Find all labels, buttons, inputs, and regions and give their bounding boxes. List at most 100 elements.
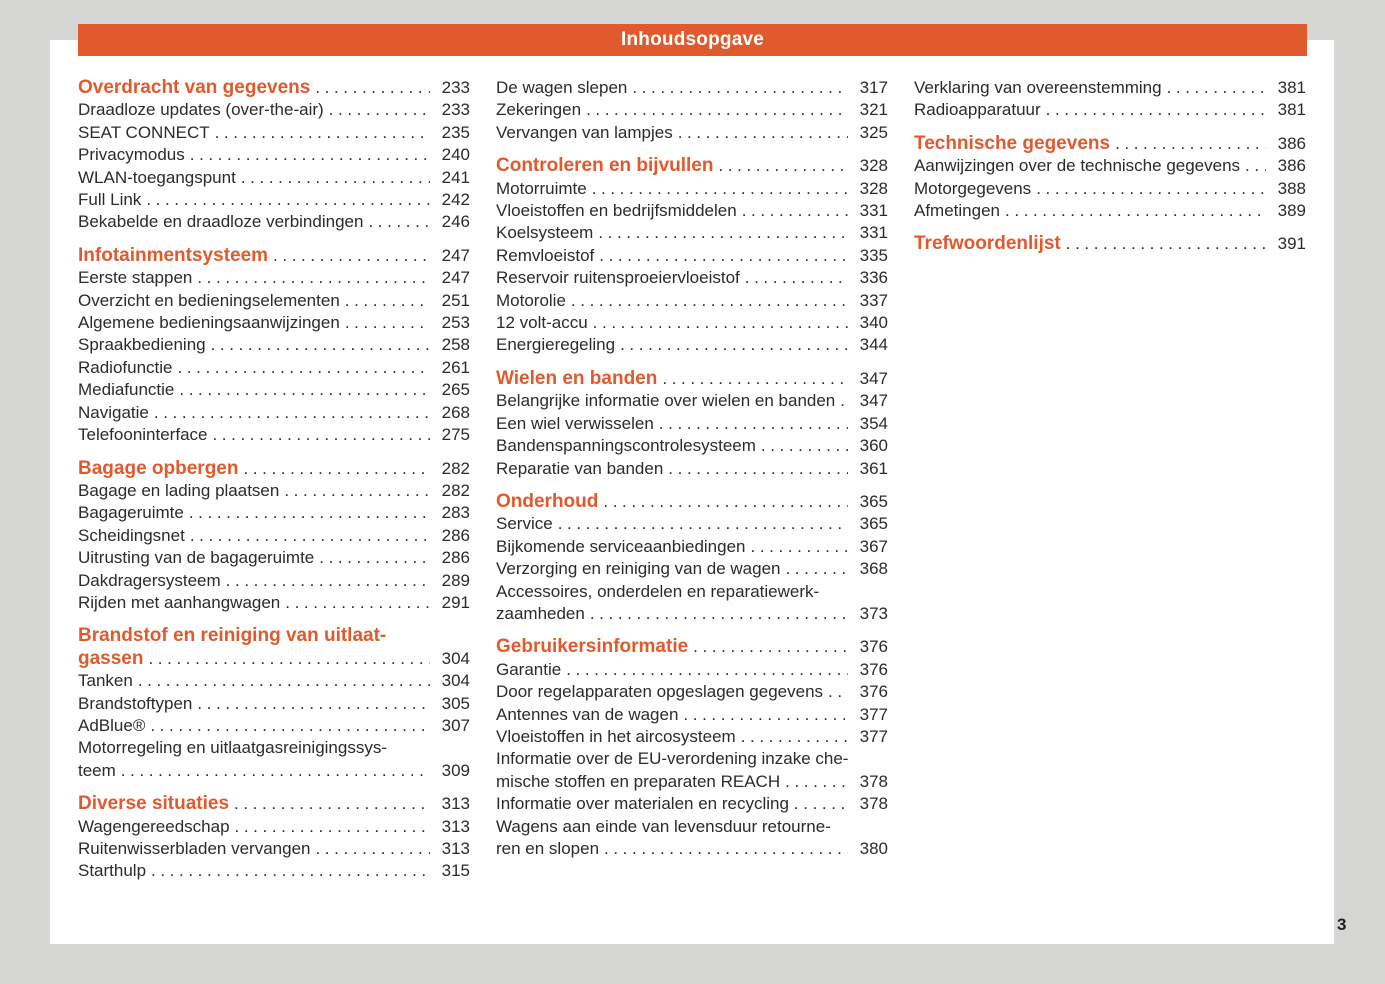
toc-row: Informatie over materialen en recycling 3…: [496, 793, 888, 815]
page-ref: 335: [859, 245, 888, 265]
toc-row: Een wiel verwisselen 354: [496, 413, 888, 435]
entry-title: Antennes van de wagen: [496, 704, 679, 724]
page-ref: 247: [441, 245, 470, 265]
toc-section: Controleren en bijvullen 328 Motorruimte 32…: [496, 155, 888, 357]
page-ref: 304: [441, 648, 470, 668]
dot-leader: [229, 793, 430, 815]
toc-row: teem 309: [78, 760, 470, 782]
toc-row: Overzicht en bedieningselementen 251: [78, 290, 470, 312]
toc-column-2: De wagen slepen317Zekeringen321Vervangen…: [496, 77, 888, 894]
section-title: Technische gegevens: [914, 132, 1111, 154]
entry-title: Afmetingen: [914, 201, 1000, 221]
dot-leader: [133, 670, 430, 692]
dot-leader: [587, 178, 848, 200]
page-ref: 242: [441, 190, 470, 210]
toc-entry: Informatie over de EU-verordening inzake…: [496, 748, 888, 793]
toc-row: Starthulp 315: [78, 860, 470, 882]
dot-leader: [599, 838, 848, 860]
toc-row: Motorruimte 328: [496, 178, 888, 200]
dot-leader: [581, 99, 848, 121]
toc-row: Privacymodus 240: [78, 144, 470, 166]
page-ref: 376: [859, 682, 888, 702]
page-ref: 354: [859, 413, 888, 433]
toc-heading: Trefwoordenlijst 391: [914, 233, 1306, 255]
toc-entry: Bagageruimte 283: [78, 502, 470, 524]
toc-entry: Reparatie van banden 361: [496, 458, 888, 480]
entry-title: Uitrusting van de bagageruimte: [78, 548, 315, 568]
dot-leader: [673, 122, 848, 144]
toc-row: Infotainmentsysteem 247: [78, 245, 470, 267]
toc-entry: Radioapparatuur 381: [914, 99, 1306, 121]
toc-entry: De wagen slepen 317: [496, 77, 888, 99]
toc-entry: Verklaring van overeenstemming 381: [914, 77, 1306, 99]
entry-title: SEAT CONNECT: [78, 122, 210, 142]
entry-title: Wagens aan einde van levensduur retourne…: [496, 816, 831, 836]
dot-leader: [340, 290, 430, 312]
toc-row: Brandstoftypen 305: [78, 693, 470, 715]
toc-row: gassen 304: [78, 648, 470, 670]
dot-leader: [185, 144, 430, 166]
entry-title: Telefooninterface: [78, 425, 208, 445]
page-ref: 289: [441, 570, 470, 590]
toc-row: AdBlue® 307: [78, 715, 470, 737]
page-ref: 361: [859, 458, 888, 478]
toc-row: Wagens aan einde van levensduur retourne…: [496, 816, 888, 838]
toc-row: Wielen en banden 347: [496, 368, 888, 390]
page-ref: 315: [441, 861, 470, 881]
page-title: Inhoudsopgave: [621, 29, 764, 50]
toc-entry: Vloeistoffen in het aircosysteem 377: [496, 726, 888, 748]
toc-row: 12 volt-accu 340: [496, 312, 888, 334]
toc-entry: Door regelapparaten opgeslagen gegevens 3…: [496, 681, 888, 703]
page-ref: 378: [859, 771, 888, 791]
entry-title: mische stoffen en preparaten REACH: [496, 771, 781, 791]
dot-leader: [1000, 200, 1266, 222]
page-ref: 286: [441, 525, 470, 545]
page-ref: 233: [441, 78, 470, 97]
section-title: Trefwoordenlijst: [914, 233, 1061, 255]
section-title: Diverse situaties: [78, 793, 230, 815]
page-ref: 233: [441, 100, 470, 120]
entry-title: Remvloeistof: [496, 245, 595, 265]
toc-entry: Mediafunctie 265: [78, 379, 470, 401]
toc-section: Diverse situaties313Wagengereedschap313R…: [78, 793, 470, 883]
toc-row: Eerste stappen 247: [78, 267, 470, 289]
page-ref: 325: [859, 122, 888, 142]
toc-row: Belangrijke informatie over wielen en ba…: [496, 390, 888, 412]
dot-leader: [835, 390, 848, 412]
dot-leader: [210, 122, 430, 144]
toc-row: Informatie over de EU-verordening inzake…: [496, 748, 888, 770]
toc-section: Infotainmentsysteem247Eerste stappen247O…: [78, 245, 470, 447]
toc-row: Gebruikersinformatie 376: [496, 636, 888, 658]
entry-title: Mediafunctie: [78, 380, 175, 400]
entry-title: WLAN-toegangspunt: [78, 167, 236, 187]
dot-leader: [310, 77, 430, 99]
dot-leader: [145, 715, 430, 737]
dot-leader: [230, 816, 430, 838]
entry-title: De wagen slepen: [496, 78, 628, 97]
dot-leader: [207, 424, 430, 446]
toc-row: Overdracht van gegevens 233: [78, 77, 470, 99]
page-ref: 360: [859, 436, 888, 456]
entry-title: Informatie over materialen en recycling: [496, 794, 789, 814]
entry-title: Starthulp: [78, 861, 147, 881]
page-ref: 328: [859, 178, 888, 198]
toc-row: Motorgegevens 388: [914, 178, 1306, 200]
toc-entry: Algemene bedieningsaanwijzingen 253: [78, 312, 470, 334]
toc-heading: Diverse situaties 313: [78, 793, 470, 815]
dot-leader: [221, 570, 430, 592]
toc-section: Gebruikersinformatie376Garantie376Door r…: [496, 636, 888, 860]
page-ref: 313: [441, 794, 470, 814]
page-ref: 377: [859, 726, 888, 746]
page-ref: 367: [859, 536, 888, 556]
toc-entry: Motorregeling en uitlaatgasreinigingssys…: [78, 737, 470, 782]
toc-entry: Tanken 304: [78, 670, 470, 692]
entry-title: Draadloze updates (over-the-air): [78, 100, 324, 120]
page-ref: 347: [859, 368, 888, 388]
dot-leader: [593, 222, 848, 244]
toc-row: Radioapparatuur 381: [914, 99, 1306, 121]
page-ref: 282: [441, 480, 470, 500]
entry-title: Bandenspanningscontrolesysteem: [496, 436, 756, 456]
toc-entry: Telefooninterface 275: [78, 424, 470, 446]
section-title: Onderhoud: [496, 490, 599, 512]
page-ref: 291: [441, 592, 470, 612]
